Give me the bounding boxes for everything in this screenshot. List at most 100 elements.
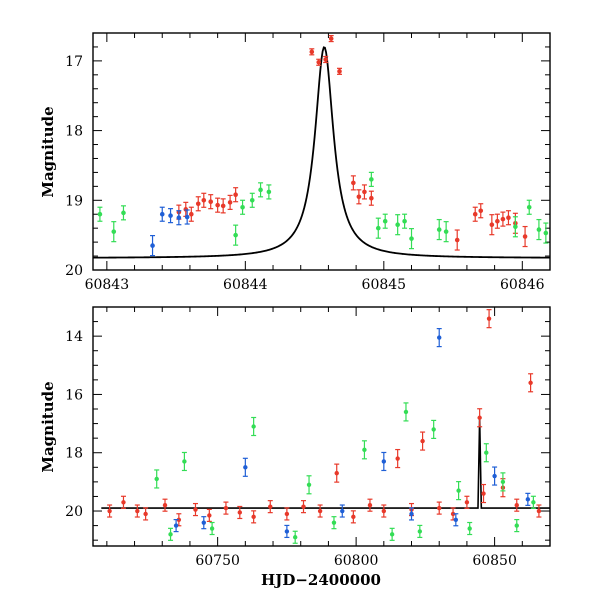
red-data-point [334, 463, 340, 483]
y-tick-label: 18 [65, 446, 83, 462]
green-data-point [251, 416, 257, 437]
blue-data-point [492, 466, 498, 486]
green-data-point [536, 218, 542, 241]
blue-data-point [201, 516, 207, 530]
green-data-point [111, 221, 117, 243]
red-data-point [162, 498, 168, 512]
blue-data-point [381, 451, 387, 472]
green-data-point [526, 199, 532, 215]
red-data-point [350, 175, 356, 191]
bottom-plot-frame [92, 306, 551, 547]
red-data-point [420, 431, 426, 451]
red-data-point [267, 500, 273, 514]
y-tick-label: 16 [65, 387, 83, 403]
blue-data-point [339, 504, 345, 518]
bottom-y-axis-label: Magnitude [39, 381, 57, 472]
red-data-point [481, 483, 487, 504]
green-data-point [512, 216, 518, 238]
red-data-point [201, 192, 207, 208]
red-data-point [381, 504, 387, 518]
green-data-point [456, 481, 462, 501]
red-data-point [192, 502, 198, 517]
green-data-point [181, 451, 187, 472]
green-data-point [240, 199, 246, 215]
green-data-point [97, 206, 103, 222]
green-data-point [154, 469, 160, 489]
red-data-point [215, 197, 221, 213]
bottom-tick-labels: 60750 60800 60850 14 16 18 20 [65, 329, 517, 569]
red-data-point [367, 498, 373, 512]
red-data-point [489, 214, 495, 236]
red-data-point [368, 190, 374, 206]
green-data-point [402, 213, 408, 229]
red-data-point [300, 500, 306, 514]
top-plot-frame [92, 32, 551, 271]
red-data-point [223, 501, 229, 515]
green-data-point [543, 222, 549, 244]
red-data-point [522, 225, 528, 248]
red-data-point [134, 504, 140, 518]
green-data-point [233, 224, 239, 246]
y-tick-label: 19 [65, 193, 83, 209]
green-data-point [431, 419, 437, 440]
green-data-point [417, 524, 423, 539]
red-data-point [395, 448, 401, 469]
green-data-point [266, 184, 272, 200]
bottom-axis-ticks [93, 306, 551, 546]
green-data-point [443, 221, 449, 243]
red-data-point [486, 309, 492, 329]
blue-data-point [453, 513, 459, 527]
x-tick-label: 60845 [362, 277, 407, 293]
y-tick-label: 17 [65, 54, 83, 70]
green-data-point [395, 214, 401, 236]
x-tick-label: 60843 [85, 277, 130, 293]
red-data-point [494, 213, 500, 229]
y-tick-label: 14 [65, 329, 83, 345]
red-data-point [237, 505, 243, 520]
top-data-points [97, 34, 549, 257]
red-data-point [436, 501, 442, 515]
top-y-axis-label: Magnitude [39, 106, 57, 197]
red-data-point [361, 184, 367, 200]
green-data-point [306, 475, 312, 495]
red-data-point [350, 510, 356, 524]
red-data-point [107, 504, 113, 518]
red-data-point [323, 55, 329, 64]
green-data-point [500, 472, 506, 492]
red-data-point [227, 194, 233, 210]
blue-data-point [525, 492, 531, 506]
red-data-point [309, 48, 315, 56]
blue-data-point [173, 518, 179, 533]
model-curve-line [92, 46, 550, 259]
blue-data-point [284, 524, 290, 539]
x-tick-label: 60750 [195, 553, 240, 569]
green-data-point [292, 530, 298, 544]
red-data-point [514, 498, 520, 512]
green-data-point [467, 521, 473, 536]
red-data-point [505, 210, 511, 226]
bottom-data-points [107, 309, 542, 544]
red-data-point [176, 513, 182, 527]
x-tick-label: 60850 [472, 553, 517, 569]
red-data-point [337, 67, 343, 75]
red-data-point [220, 198, 226, 214]
red-data-point [536, 504, 542, 518]
red-data-point [206, 508, 212, 522]
red-data-point [472, 206, 478, 222]
top-model-curve [92, 46, 550, 259]
bottom-x-axis-label: HJD−2400000 [261, 571, 381, 589]
green-data-point [530, 495, 536, 509]
blue-data-point [184, 209, 190, 225]
x-tick-label: 60844 [223, 277, 268, 293]
green-data-point [382, 213, 388, 229]
blue-data-point [409, 507, 415, 521]
red-data-point [195, 196, 201, 212]
blue-data-point [150, 235, 156, 257]
blue-data-point [242, 457, 248, 477]
green-data-point [436, 218, 442, 241]
blue-data-point [168, 208, 174, 224]
red-data-point [317, 504, 323, 518]
green-data-point [249, 192, 255, 208]
red-data-point [454, 229, 460, 251]
